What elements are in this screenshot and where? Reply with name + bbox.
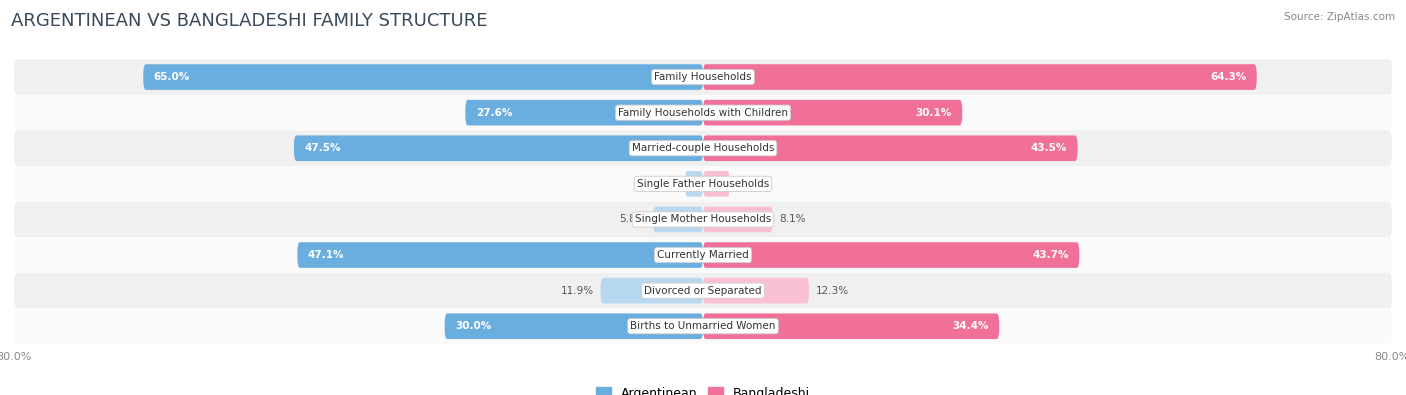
Text: Family Households with Children: Family Households with Children	[619, 108, 787, 118]
Text: 43.7%: 43.7%	[1032, 250, 1069, 260]
Text: 5.8%: 5.8%	[620, 214, 647, 224]
Text: 47.5%: 47.5%	[304, 143, 340, 153]
Text: 65.0%: 65.0%	[153, 72, 190, 82]
Text: 43.5%: 43.5%	[1031, 143, 1067, 153]
Text: Divorced or Separated: Divorced or Separated	[644, 286, 762, 295]
Text: Married-couple Households: Married-couple Households	[631, 143, 775, 153]
Text: 12.3%: 12.3%	[815, 286, 849, 295]
FancyBboxPatch shape	[652, 207, 703, 232]
FancyBboxPatch shape	[685, 171, 703, 197]
FancyBboxPatch shape	[703, 207, 773, 232]
Text: Single Father Households: Single Father Households	[637, 179, 769, 189]
FancyBboxPatch shape	[703, 100, 962, 126]
FancyBboxPatch shape	[703, 242, 1080, 268]
Text: Single Mother Households: Single Mother Households	[636, 214, 770, 224]
FancyBboxPatch shape	[14, 201, 1392, 237]
FancyBboxPatch shape	[298, 242, 703, 268]
FancyBboxPatch shape	[703, 171, 730, 197]
FancyBboxPatch shape	[14, 95, 1392, 130]
Text: 30.0%: 30.0%	[456, 321, 491, 331]
FancyBboxPatch shape	[14, 237, 1392, 273]
Text: ARGENTINEAN VS BANGLADESHI FAMILY STRUCTURE: ARGENTINEAN VS BANGLADESHI FAMILY STRUCT…	[11, 12, 488, 30]
Legend: Argentinean, Bangladeshi: Argentinean, Bangladeshi	[591, 382, 815, 395]
Text: 30.1%: 30.1%	[915, 108, 952, 118]
FancyBboxPatch shape	[703, 313, 1000, 339]
Text: Source: ZipAtlas.com: Source: ZipAtlas.com	[1284, 12, 1395, 22]
FancyBboxPatch shape	[294, 135, 703, 161]
Text: 47.1%: 47.1%	[308, 250, 344, 260]
Text: Family Households: Family Households	[654, 72, 752, 82]
Text: 34.4%: 34.4%	[952, 321, 988, 331]
FancyBboxPatch shape	[14, 166, 1392, 201]
FancyBboxPatch shape	[14, 308, 1392, 344]
Text: 2.1%: 2.1%	[651, 179, 678, 189]
Text: 11.9%: 11.9%	[561, 286, 593, 295]
FancyBboxPatch shape	[465, 100, 703, 126]
FancyBboxPatch shape	[14, 273, 1392, 308]
FancyBboxPatch shape	[703, 64, 1257, 90]
FancyBboxPatch shape	[14, 59, 1392, 95]
FancyBboxPatch shape	[703, 135, 1077, 161]
Text: Births to Unmarried Women: Births to Unmarried Women	[630, 321, 776, 331]
FancyBboxPatch shape	[444, 313, 703, 339]
Text: 8.1%: 8.1%	[780, 214, 806, 224]
FancyBboxPatch shape	[143, 64, 703, 90]
Text: 3.1%: 3.1%	[737, 179, 763, 189]
FancyBboxPatch shape	[14, 130, 1392, 166]
Text: 64.3%: 64.3%	[1211, 72, 1246, 82]
FancyBboxPatch shape	[600, 278, 703, 303]
Text: Currently Married: Currently Married	[657, 250, 749, 260]
FancyBboxPatch shape	[703, 278, 808, 303]
Text: 27.6%: 27.6%	[475, 108, 512, 118]
